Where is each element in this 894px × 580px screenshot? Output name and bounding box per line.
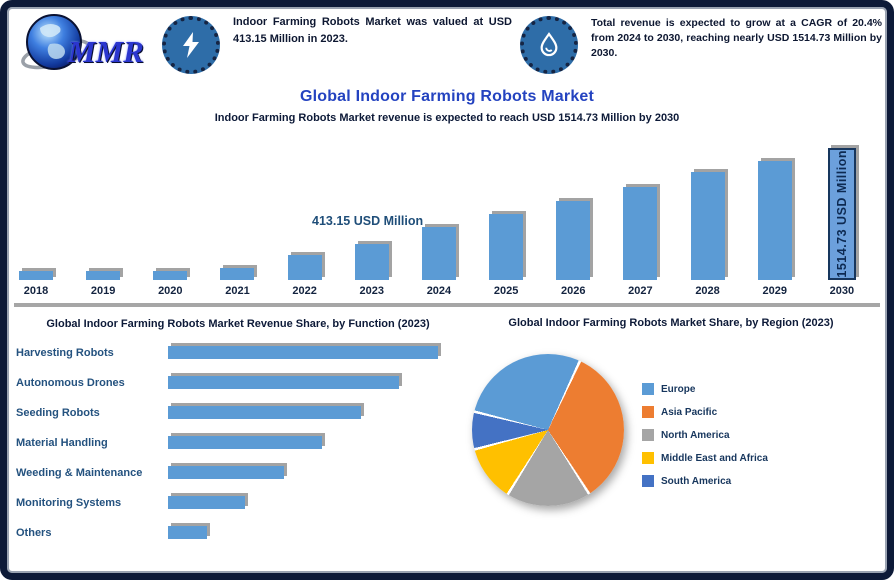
region-legend: Europe Asia Pacific North America Middle Ea…: [642, 382, 768, 497]
legend-label: North America: [661, 429, 730, 441]
header-card-forecast: Total revenue is expected to grow at a C…: [520, 14, 882, 74]
bar-column-2028: 2028: [688, 130, 728, 297]
bar-column-2020: 2020: [150, 130, 190, 297]
year-label: 2021: [225, 285, 250, 297]
year-label: 2026: [561, 285, 586, 297]
bar-column-2029: 2029: [755, 130, 795, 297]
year-label: 2030: [829, 285, 855, 297]
segment-label: Monitoring Systems: [16, 496, 122, 509]
page-subtitle: Indoor Farming Robots Market revenue is …: [214, 112, 680, 124]
revenue-bar: [690, 172, 725, 280]
legend-label: South America: [661, 475, 732, 487]
year-label: 2019: [90, 285, 116, 297]
valuation-text: Indoor Farming Robots Market was valued …: [233, 16, 512, 45]
legend-item: North America: [642, 428, 768, 442]
year-label: 2024: [426, 285, 452, 297]
legend-marker: [642, 452, 654, 464]
globe-icon: [21, 14, 91, 70]
legend-marker: [642, 429, 654, 441]
revenue-bar: [421, 227, 456, 280]
revenue-bar: [556, 201, 591, 280]
forecast-text: Total revenue is expected to grow at a C…: [591, 17, 882, 60]
bar-column-2025: 2025: [486, 130, 526, 297]
droplet-icon: [520, 16, 578, 74]
bar-column-2030: 1514.73 USD Million 2030: [822, 130, 862, 297]
year-label: 2018: [23, 285, 49, 297]
segment-bar: [168, 376, 399, 390]
end-value-label-box: 1514.73 USD Million: [827, 148, 856, 280]
region-pie-chart: [472, 354, 624, 506]
year-label: 2023: [359, 285, 385, 297]
revenue-bar: [86, 271, 121, 280]
segment-label: Material Handling: [16, 436, 108, 449]
region-pie-section: Global Indoor Farming Robots Market Shar…: [460, 312, 882, 562]
segment-bar-section: Global Indoor Farming Robots Market Reve…: [16, 312, 460, 556]
legend-marker: [642, 383, 654, 395]
bar-column-2027: 2027: [620, 130, 660, 297]
year-label: 2020: [158, 285, 183, 297]
segment-label: Others: [16, 526, 52, 539]
legend-item: Asia Pacific: [642, 405, 768, 419]
region-section-title: Global Indoor Farming Robots Market Shar…: [508, 317, 834, 329]
legend-label: Asia Pacific: [661, 406, 718, 418]
legend-item: South America: [642, 474, 768, 488]
segment-row: Harvesting Robots: [16, 346, 460, 360]
revenue-bar: [489, 214, 524, 280]
segment-bar: [168, 466, 284, 480]
page-title: Global Indoor Farming Robots Market: [299, 88, 595, 105]
revenue-bar-chart: 2018 2019 2020 2021 2022 2023 2024 2025 2026 2027…: [16, 130, 862, 302]
revenue-bar: [153, 271, 188, 280]
section-divider: [14, 303, 880, 307]
bar-column-2023: 2023: [352, 130, 392, 297]
bar-chart-columns: 2018 2019 2020 2021 2022 2023 2024 2025 2026 2027…: [16, 130, 862, 297]
segment-row: Autonomous Drones: [16, 376, 460, 390]
revenue-bar: [19, 271, 53, 280]
bar-annotation-2023: 413.15 USD Million: [312, 214, 424, 228]
legend-item: Middle East and Africa: [642, 451, 768, 465]
legend-label: Europe: [661, 383, 696, 395]
year-label: 2022: [292, 285, 317, 297]
revenue-bar: [623, 187, 658, 280]
header-card-valuation: Indoor Farming Robots Market was valued …: [162, 14, 512, 74]
segment-bar: [168, 436, 322, 450]
legend-marker: [642, 406, 654, 418]
segment-bar: [168, 406, 361, 420]
bar-column-2021: 2021: [217, 130, 257, 297]
segment-label: Weeding & Maintenance: [16, 466, 143, 479]
bar-column-2018: 2018: [16, 130, 56, 297]
segment-row: Seeding Robots: [16, 406, 460, 420]
segment-row: Others: [16, 526, 460, 540]
segment-row: Material Handling: [16, 436, 460, 450]
revenue-bar: [354, 244, 389, 280]
segment-label: Harvesting Robots: [16, 346, 114, 359]
bar-column-2026: 2026: [553, 130, 593, 297]
bar-column-2019: 2019: [83, 130, 123, 297]
segment-row: Monitoring Systems: [16, 496, 460, 510]
year-label: 2029: [762, 285, 787, 297]
segment-bar: [168, 526, 207, 540]
segment-bar: [168, 346, 438, 360]
end-value-label: 1514.73 USD Million: [834, 150, 849, 278]
revenue-bar: [220, 268, 255, 280]
logo-text: MMR: [68, 34, 144, 69]
year-label: 2028: [695, 285, 720, 297]
segment-bar: [168, 496, 245, 510]
segment-label: Seeding Robots: [16, 406, 100, 419]
segment-rows: Harvesting Robots Autonomous Drones Seedin…: [16, 346, 460, 540]
revenue-bar: [757, 161, 792, 280]
legend-label: Middle East and Africa: [661, 452, 768, 464]
bar-column-2022: 2022: [285, 130, 325, 297]
lightning-icon: [162, 16, 220, 74]
segment-row: Weeding & Maintenance: [16, 466, 460, 480]
year-label: 2025: [493, 285, 519, 297]
mmr-logo[interactable]: MMR: [20, 10, 180, 80]
revenue-bar: [287, 255, 322, 280]
legend-marker: [642, 475, 654, 487]
segment-section-title: Global Indoor Farming Robots Market Reve…: [46, 318, 430, 330]
year-label: 2027: [628, 285, 653, 297]
bar-column-2024: 2024: [419, 130, 459, 297]
segment-label: Autonomous Drones: [16, 376, 125, 389]
legend-item: Europe: [642, 382, 768, 396]
